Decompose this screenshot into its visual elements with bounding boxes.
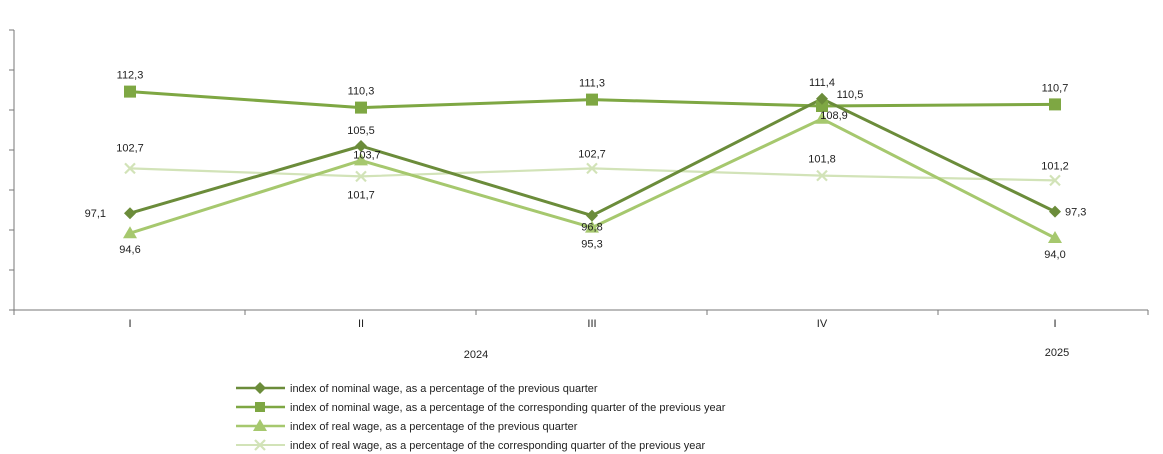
data-label: 108,9 — [820, 110, 848, 122]
data-label: 110,3 — [348, 86, 375, 98]
data-point-triangle — [1048, 231, 1062, 243]
data-label: 96,8 — [581, 222, 602, 234]
data-label: 97,1 — [85, 208, 106, 220]
data-label: 110,5 — [837, 89, 864, 101]
year-label-2024: 2024 — [464, 349, 488, 361]
x-tick-label: III — [587, 318, 596, 330]
data-label: 101,7 — [347, 189, 375, 201]
data-label: 101,2 — [1041, 160, 1069, 172]
legend-marker — [253, 419, 267, 431]
data-point-diamond — [355, 140, 367, 152]
x-tick-label: IV — [817, 318, 828, 330]
data-point-square — [355, 101, 367, 114]
data-label: 102,7 — [578, 148, 606, 160]
data-label: 94,0 — [1044, 249, 1065, 261]
data-point-x — [586, 162, 598, 175]
data-label: 97,3 — [1065, 207, 1086, 219]
data-point-triangle — [585, 220, 599, 233]
data-point-square — [816, 100, 828, 112]
data-label: 112,3 — [117, 70, 144, 82]
legend: index of nominal wage, as a percentage o… — [236, 382, 726, 452]
data-point-diamond — [816, 92, 828, 105]
data-point-diamond — [1049, 205, 1061, 218]
y-axis-ticks — [9, 29, 14, 311]
data-point-triangle — [123, 226, 137, 239]
x-tick-label: I — [1053, 318, 1056, 330]
series-markers — [123, 85, 1062, 243]
legend-marker — [254, 439, 266, 451]
data-point-diamond — [586, 209, 598, 222]
data-point-x — [124, 162, 136, 175]
legend-label: index of real wage, as a percentage of t… — [290, 440, 706, 452]
data-label: 101,8 — [808, 154, 836, 166]
data-label: 102,7 — [116, 142, 144, 154]
legend-label: index of nominal wage, as a percentage o… — [290, 402, 726, 414]
data-label: 110,7 — [1042, 82, 1069, 94]
data-point-square — [586, 93, 598, 106]
data-point-x — [1049, 174, 1061, 187]
data-label: 111,4 — [809, 77, 835, 89]
x-tick-label: II — [358, 318, 364, 330]
x-axis-tick-labels: I II III IV I — [128, 318, 1056, 330]
data-point-square — [1049, 98, 1061, 111]
legend-label: index of nominal wage, as a percentage o… — [290, 383, 598, 395]
data-label: 95,3 — [581, 239, 602, 251]
legend-marker — [254, 382, 266, 394]
legend-label: index of real wage, as a percentage of t… — [290, 421, 578, 433]
year-label-2025: 2025 — [1045, 347, 1069, 359]
x-axis-ticks — [13, 310, 1149, 315]
data-point-triangle — [815, 111, 829, 124]
x-tick-label: I — [128, 318, 131, 330]
data-point-x — [816, 169, 828, 182]
data-label: 111,3 — [579, 78, 605, 90]
data-label: 94,6 — [119, 244, 140, 256]
data-labels: 97,1 105,5 96,8 111,4 97,3 112,3 110,3 111,3 110… — [85, 70, 1087, 261]
data-point-x — [355, 170, 367, 183]
data-label: 105,5 — [347, 125, 375, 137]
data-point-triangle — [354, 153, 368, 166]
data-point-diamond — [124, 207, 136, 220]
data-point-square — [124, 85, 136, 98]
data-label: 103,7 — [353, 149, 381, 161]
legend-marker — [255, 402, 265, 412]
